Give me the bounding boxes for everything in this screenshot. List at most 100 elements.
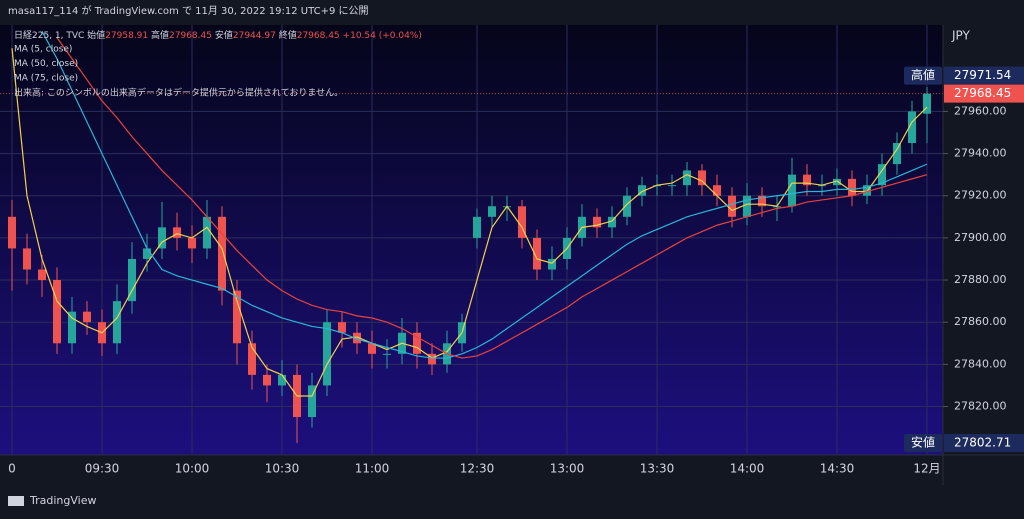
symbol: 日経225, 1, TVC	[14, 29, 84, 41]
footer	[0, 486, 1024, 515]
candle-body	[788, 174, 796, 207]
close-value: 27968.45	[297, 31, 340, 41]
y-tick-label: 27860.00	[954, 315, 1007, 328]
low-value: 27944.97	[233, 31, 276, 41]
candle-body	[473, 216, 481, 238]
candle-body	[158, 227, 166, 249]
candle-body	[698, 170, 706, 186]
y-tick-label: 27880.00	[954, 273, 1007, 286]
candle-body	[908, 111, 916, 144]
x-tick-label: 10:00	[175, 462, 210, 476]
candle-body	[83, 311, 91, 323]
price-tag-value: 27968.45	[954, 86, 1011, 100]
candle-body	[428, 353, 436, 365]
candle-body	[593, 216, 601, 228]
candle-body	[8, 216, 16, 249]
candle-body	[743, 195, 751, 217]
x-tick-label: 14:30	[820, 462, 855, 476]
x-tick-label: 10:30	[265, 462, 300, 476]
candle-body	[638, 185, 646, 196]
candle-body	[368, 343, 376, 354]
candle-body	[488, 206, 496, 217]
candle-body	[68, 311, 76, 344]
high-label: 高値	[151, 29, 169, 41]
candle-body	[233, 290, 241, 344]
candle-body	[128, 258, 136, 302]
candle-body	[893, 143, 901, 165]
ma-line	[11, 48, 928, 397]
candle-body	[713, 185, 721, 196]
x-tick-label: 13:00	[550, 462, 585, 476]
candle-body	[23, 248, 31, 270]
ma-line	[56, 37, 928, 359]
price-tag	[944, 84, 1024, 103]
low-label: 安値	[215, 29, 233, 41]
candle-body	[248, 343, 256, 375]
price-tag-label: 安値	[911, 434, 935, 449]
candle-body	[53, 280, 61, 344]
ma-legend: MA (50, close)	[14, 59, 78, 69]
ma-legend: MA (5, close)	[14, 45, 72, 55]
candle-body	[863, 185, 871, 196]
y-tick-label: 27960.00	[954, 104, 1007, 117]
candle-body	[143, 248, 151, 259]
x-tick-label: 12月	[913, 462, 940, 476]
price-tag-label-box	[904, 433, 942, 452]
candle-body	[113, 301, 121, 344]
logo	[8, 496, 24, 506]
y-tick-label: 27940.00	[954, 147, 1007, 160]
candle-body	[218, 216, 226, 291]
candle-body	[308, 385, 316, 418]
x-tick-label: 14:00	[730, 462, 765, 476]
ma-line	[41, 31, 928, 359]
price-tag	[944, 433, 1024, 452]
high-value: 27968.45	[169, 31, 212, 41]
candle-body	[803, 174, 811, 186]
candle-body	[758, 195, 766, 207]
ma-legend: MA (75, close)	[14, 74, 78, 84]
publisher: masa117_114 が TradingView.com で 11月 30, …	[8, 4, 369, 17]
candle-body	[38, 269, 46, 281]
candle-body	[203, 216, 211, 249]
open-value: 27958.91	[105, 31, 148, 41]
plot-background	[0, 25, 943, 455]
candle-body	[263, 374, 271, 386]
candle-body	[323, 322, 331, 386]
price-tag-label-box	[904, 66, 942, 85]
x-tick-label: 09:30	[85, 462, 120, 476]
price-tag-value: 27802.71	[954, 435, 1011, 449]
x-tick-label: 0	[8, 462, 16, 476]
candle-body	[668, 185, 676, 187]
volume-note: 出来高: このシンボルの出来高データはデータ提供元から提供されておりません。	[14, 87, 343, 99]
currency: JPY	[951, 29, 971, 43]
candle-body	[923, 93, 931, 114]
candle-body	[878, 164, 886, 186]
x-tick-label: 11:00	[355, 462, 390, 476]
candle-body	[728, 195, 736, 217]
candle-body	[383, 353, 391, 355]
candle-body	[188, 237, 196, 249]
candle-body	[683, 170, 691, 186]
price-tag-label: 高値	[911, 67, 935, 82]
candle-body	[338, 322, 346, 333]
candle-body	[548, 258, 556, 270]
candle-body	[833, 178, 841, 186]
change: +10.54 (+0.04%)	[343, 31, 422, 41]
legend-line: 日経225, 1, TVC 始値27958.91 高値27968.45 安値27…	[14, 29, 422, 41]
x-tick-label: 12:30	[460, 462, 495, 476]
candle-body	[278, 374, 286, 386]
candle-body	[518, 206, 526, 238]
y-tick-label: 27840.00	[954, 357, 1007, 370]
candle-body	[353, 332, 361, 344]
candle-body	[173, 227, 181, 238]
y-tick-label: 27920.00	[954, 189, 1007, 202]
price-tag-value: 27971.54	[954, 68, 1011, 82]
candle-body	[848, 178, 856, 196]
brand: TradingView	[29, 494, 96, 507]
candle-body	[533, 237, 541, 270]
candle-body	[623, 195, 631, 217]
close-label: 終値	[279, 29, 297, 41]
y-tick-label: 27900.00	[954, 231, 1007, 244]
open-label: 始値	[87, 29, 105, 41]
x-tick-label: 13:30	[640, 462, 675, 476]
